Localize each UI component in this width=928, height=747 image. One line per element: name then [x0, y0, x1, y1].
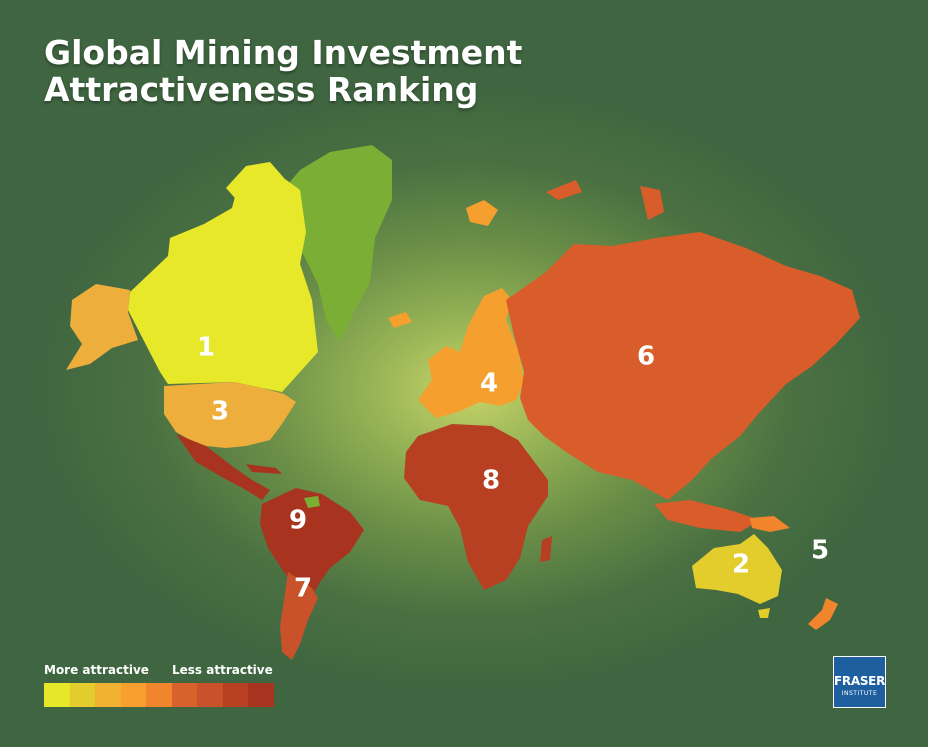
- rank-label-8: 8: [482, 466, 500, 496]
- region-iceland: [388, 312, 412, 328]
- rank-label-7: 7: [294, 574, 312, 604]
- rank-label-4: 4: [480, 369, 498, 399]
- legend-swatch: [120, 683, 146, 707]
- legend-swatch: [248, 683, 274, 707]
- region-papua-new-guinea: [750, 516, 790, 532]
- region-argentina: [280, 572, 318, 660]
- rank-label-6: 6: [637, 342, 655, 372]
- region-tasmania: [758, 608, 770, 618]
- rank-label-2: 2: [732, 550, 750, 580]
- region-africa: [404, 424, 548, 590]
- title-line-1: Global Mining Investment: [44, 33, 523, 72]
- region-japan: [748, 360, 774, 404]
- region-canada: [128, 168, 318, 392]
- logo-sub-text: INSTITUTE: [841, 690, 878, 697]
- legend-swatch: [197, 683, 223, 707]
- region-south-america: [260, 488, 364, 596]
- title-line-2: Attractiveness Ranking: [44, 70, 479, 109]
- region-asia: [506, 232, 860, 500]
- legend-swatch: [69, 683, 95, 707]
- rank-label-1: 1: [197, 333, 215, 363]
- legend-more-attractive-label: More attractive: [44, 663, 149, 677]
- region-madagascar: [540, 536, 552, 562]
- page-title: Global Mining Investment Attractiveness …: [44, 34, 522, 108]
- rank-label-3: 3: [211, 397, 229, 427]
- rank-label-9: 9: [289, 506, 307, 536]
- legend-swatch: [222, 683, 248, 707]
- region-alaska: [66, 284, 138, 370]
- region-svalbard: [466, 200, 498, 226]
- fraser-institute-logo: FRASER INSTITUTE: [833, 656, 886, 708]
- region-southeast-asia: [654, 500, 760, 532]
- logo-main-text: FRASER: [834, 674, 886, 688]
- legend-swatch: [171, 683, 197, 707]
- region-russia-islands: [546, 180, 664, 220]
- region-caribbean: [246, 464, 282, 474]
- region-new-zealand: [808, 598, 838, 630]
- legend-swatch: [44, 683, 70, 707]
- legend-less-attractive-label: Less attractive: [172, 663, 273, 677]
- rank-label-5: 5: [811, 536, 829, 566]
- region-united-states: [164, 382, 296, 448]
- legend-color-scale: [44, 683, 274, 707]
- legend-swatch: [95, 683, 121, 707]
- legend-swatch: [146, 683, 172, 707]
- region-mexico-central-america: [176, 434, 270, 500]
- region-australia: [692, 534, 782, 604]
- region-europe: [418, 288, 524, 418]
- region-guianas: [304, 496, 320, 508]
- region-canada-islands: [226, 162, 284, 206]
- region-greenland: [278, 145, 392, 342]
